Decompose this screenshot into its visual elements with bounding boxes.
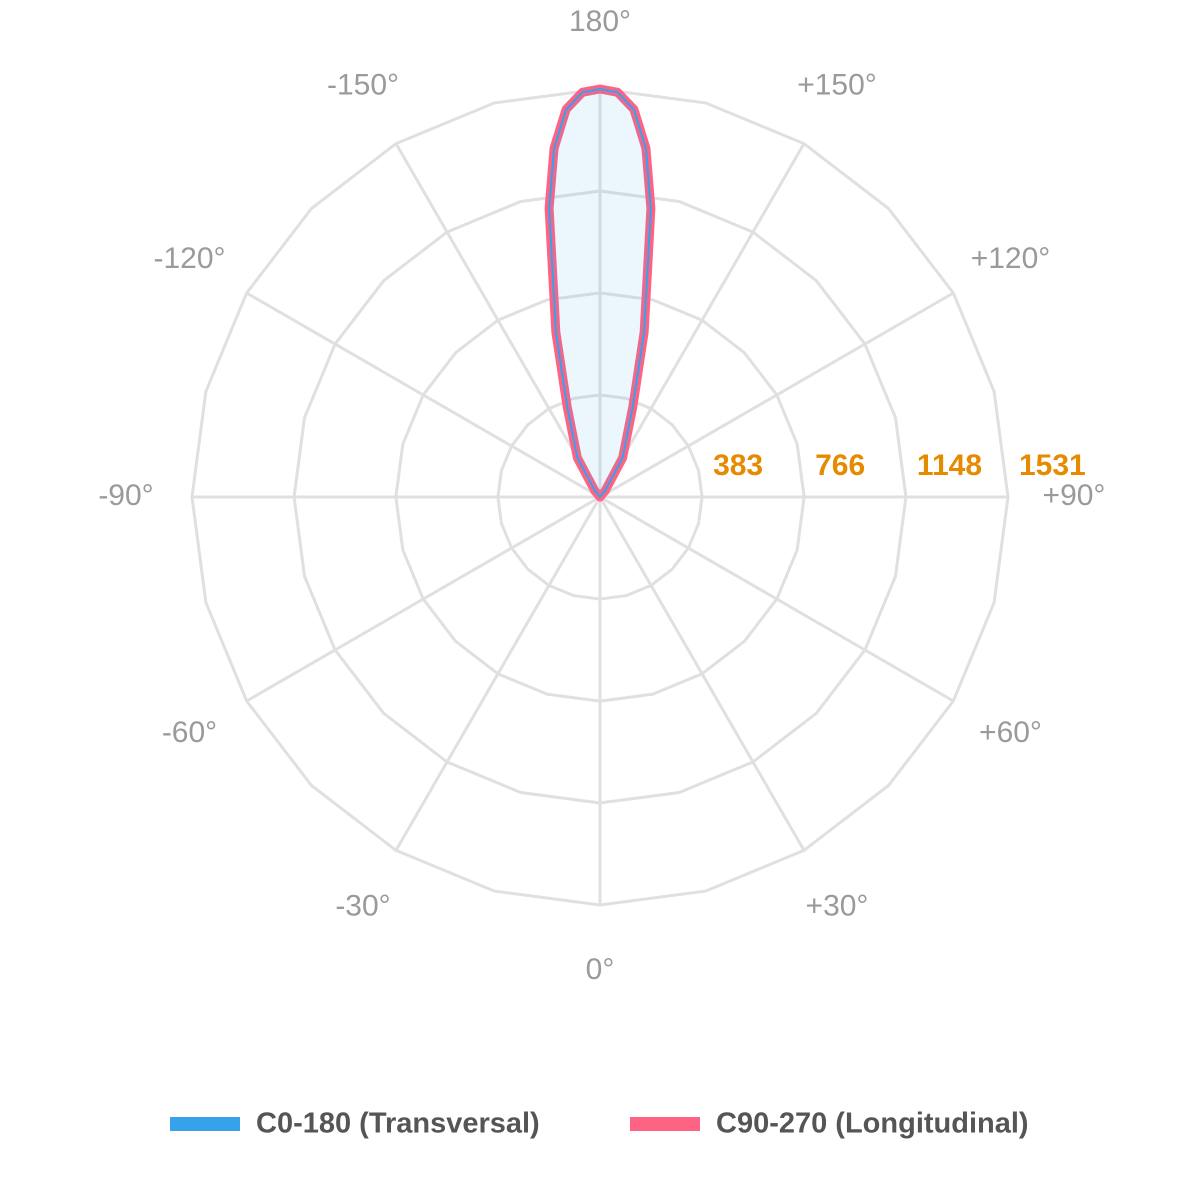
radial-tick-label: 766	[815, 449, 865, 482]
legend-label: C90-270 (Longitudinal)	[716, 1108, 1029, 1140]
angle-label: -90°	[98, 479, 153, 512]
grid-spoke	[598, 142, 806, 498]
angle-label: -150°	[327, 68, 399, 101]
grid-spoke	[394, 142, 602, 498]
angle-label: +30°	[806, 889, 869, 922]
angle-label: -60°	[162, 716, 217, 749]
angle-label: -30°	[335, 889, 390, 922]
legend-label: C0-180 (Transversal)	[256, 1108, 540, 1140]
grid-spoke	[599, 495, 955, 703]
angle-label: 0°	[586, 953, 615, 986]
radial-tick-label: 1531	[1019, 449, 1086, 482]
angle-label: -120°	[153, 242, 225, 275]
angle-label: +90°	[1043, 479, 1106, 512]
angle-label: 180°	[569, 5, 631, 38]
grid-spoke	[245, 291, 601, 499]
grid-spoke	[598, 496, 806, 852]
angle-label: +150°	[797, 68, 877, 101]
radial-tick-label: 1148	[917, 449, 982, 482]
series-line	[548, 88, 652, 498]
angle-label: +60°	[979, 716, 1042, 749]
angle-label: +120°	[971, 242, 1051, 275]
legend-swatch	[630, 1117, 700, 1131]
legend-swatch	[170, 1117, 240, 1131]
radial-tick-label: 383	[713, 449, 763, 482]
grid-spoke	[394, 496, 602, 852]
grid-spoke	[245, 495, 601, 703]
grid-spoke	[599, 291, 955, 499]
